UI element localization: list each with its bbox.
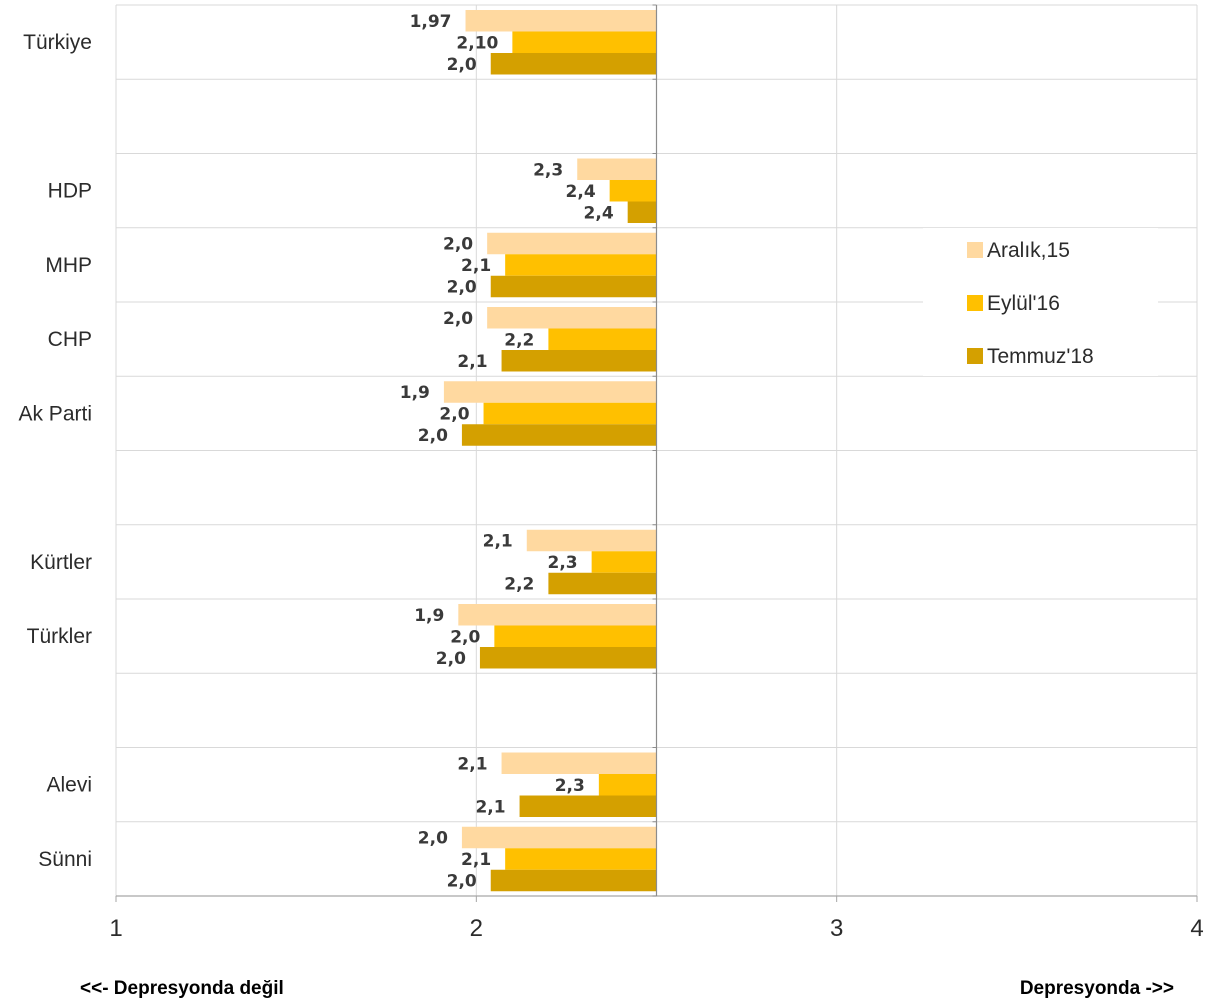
bar — [512, 31, 657, 53]
bars — [443, 10, 657, 892]
data-label: 2,10 — [456, 33, 498, 53]
data-label: 2,4 — [584, 203, 614, 223]
legend-label: Aralık,15 — [987, 239, 1070, 262]
data-label: 2,2 — [504, 575, 534, 595]
data-label: 2,1 — [461, 850, 491, 870]
bar — [483, 402, 657, 425]
legend-swatch — [967, 242, 983, 258]
legend-swatch — [967, 348, 983, 364]
data-label: 2,1 — [457, 754, 487, 774]
category-label: Ak Parti — [18, 402, 92, 425]
data-label: 2,3 — [555, 776, 585, 796]
bar — [487, 232, 657, 255]
bar — [526, 529, 657, 552]
x-tick-label: 3 — [830, 915, 843, 942]
data-labels: 1,972,102,02,32,42,42,02,12,02,02,22,11,… — [400, 12, 614, 892]
bar — [577, 158, 657, 180]
bar — [609, 180, 657, 202]
x-tick-label: 1 — [109, 915, 122, 942]
data-label: 2,0 — [447, 278, 477, 298]
bar — [490, 275, 657, 298]
data-label: 2,0 — [436, 649, 466, 669]
data-label: 2,0 — [443, 235, 473, 255]
bar — [501, 752, 657, 774]
data-label: 2,1 — [475, 797, 505, 817]
data-label: 2,0 — [418, 829, 448, 849]
bar — [458, 604, 657, 626]
bar — [505, 254, 657, 276]
data-label: 1,9 — [400, 383, 430, 403]
data-label: 1,97 — [410, 12, 452, 32]
bar — [548, 572, 657, 595]
bar — [501, 350, 657, 372]
category-label: Türkler — [27, 625, 92, 648]
bar — [598, 774, 657, 796]
legend: Aralık,15 Eylül'16 Temmuz'18 — [923, 228, 1158, 376]
data-label: 2,0 — [439, 405, 469, 425]
category-label: Sünni — [38, 848, 92, 871]
data-label: 2,4 — [566, 182, 596, 202]
data-label: 2,0 — [447, 872, 477, 892]
x-tick-labels: 1 2 3 4 — [109, 915, 1203, 942]
x-tick-label: 4 — [1190, 915, 1203, 942]
category-labels: Türkiye HDP MHP CHP Ak Parti Kürtler Türkler Al… — [18, 31, 92, 871]
data-label: 2,1 — [461, 256, 491, 276]
bar — [494, 625, 657, 647]
bar — [490, 869, 657, 892]
category-label: Türkiye — [23, 31, 92, 54]
bar — [443, 381, 657, 403]
data-label: 2,1 — [457, 352, 487, 372]
data-label: 2,0 — [450, 627, 480, 647]
bar — [461, 826, 657, 849]
data-label: 2,3 — [548, 553, 578, 573]
footer-left-note: <<- Depresyonda değil — [80, 978, 284, 999]
data-label: 2,3 — [533, 160, 563, 180]
category-label: Kürtler — [30, 551, 92, 574]
bar — [490, 53, 657, 75]
category-label: Alevi — [46, 774, 92, 797]
bar — [548, 328, 657, 350]
bar — [461, 424, 657, 446]
bar — [479, 647, 657, 669]
data-label: 1,9 — [414, 606, 444, 626]
bar — [627, 201, 657, 223]
footer-right-note: Depresyonda ->> — [1019, 978, 1174, 999]
category-label: HDP — [48, 180, 92, 203]
legend-label: Temmuz'18 — [987, 345, 1094, 368]
bar — [519, 795, 657, 817]
bar-chart: Türkiye HDP MHP CHP Ak Parti Kürtler Türkler Al… — [18, 4, 1204, 942]
axes — [115, 4, 1198, 902]
bar — [487, 307, 657, 329]
data-label: 2,1 — [483, 532, 513, 552]
x-tick-label: 2 — [470, 915, 483, 942]
data-label: 2,0 — [418, 426, 448, 446]
bar — [505, 848, 657, 870]
bar — [591, 551, 657, 573]
data-label: 2,0 — [447, 55, 477, 75]
data-label: 2,0 — [443, 309, 473, 329]
bar — [465, 10, 657, 32]
legend-swatch — [967, 295, 983, 311]
legend-label: Eylül'16 — [987, 292, 1060, 315]
category-label: MHP — [45, 254, 92, 277]
category-label: CHP — [48, 328, 92, 351]
data-label: 2,2 — [504, 330, 534, 350]
legend-box — [923, 228, 1158, 376]
